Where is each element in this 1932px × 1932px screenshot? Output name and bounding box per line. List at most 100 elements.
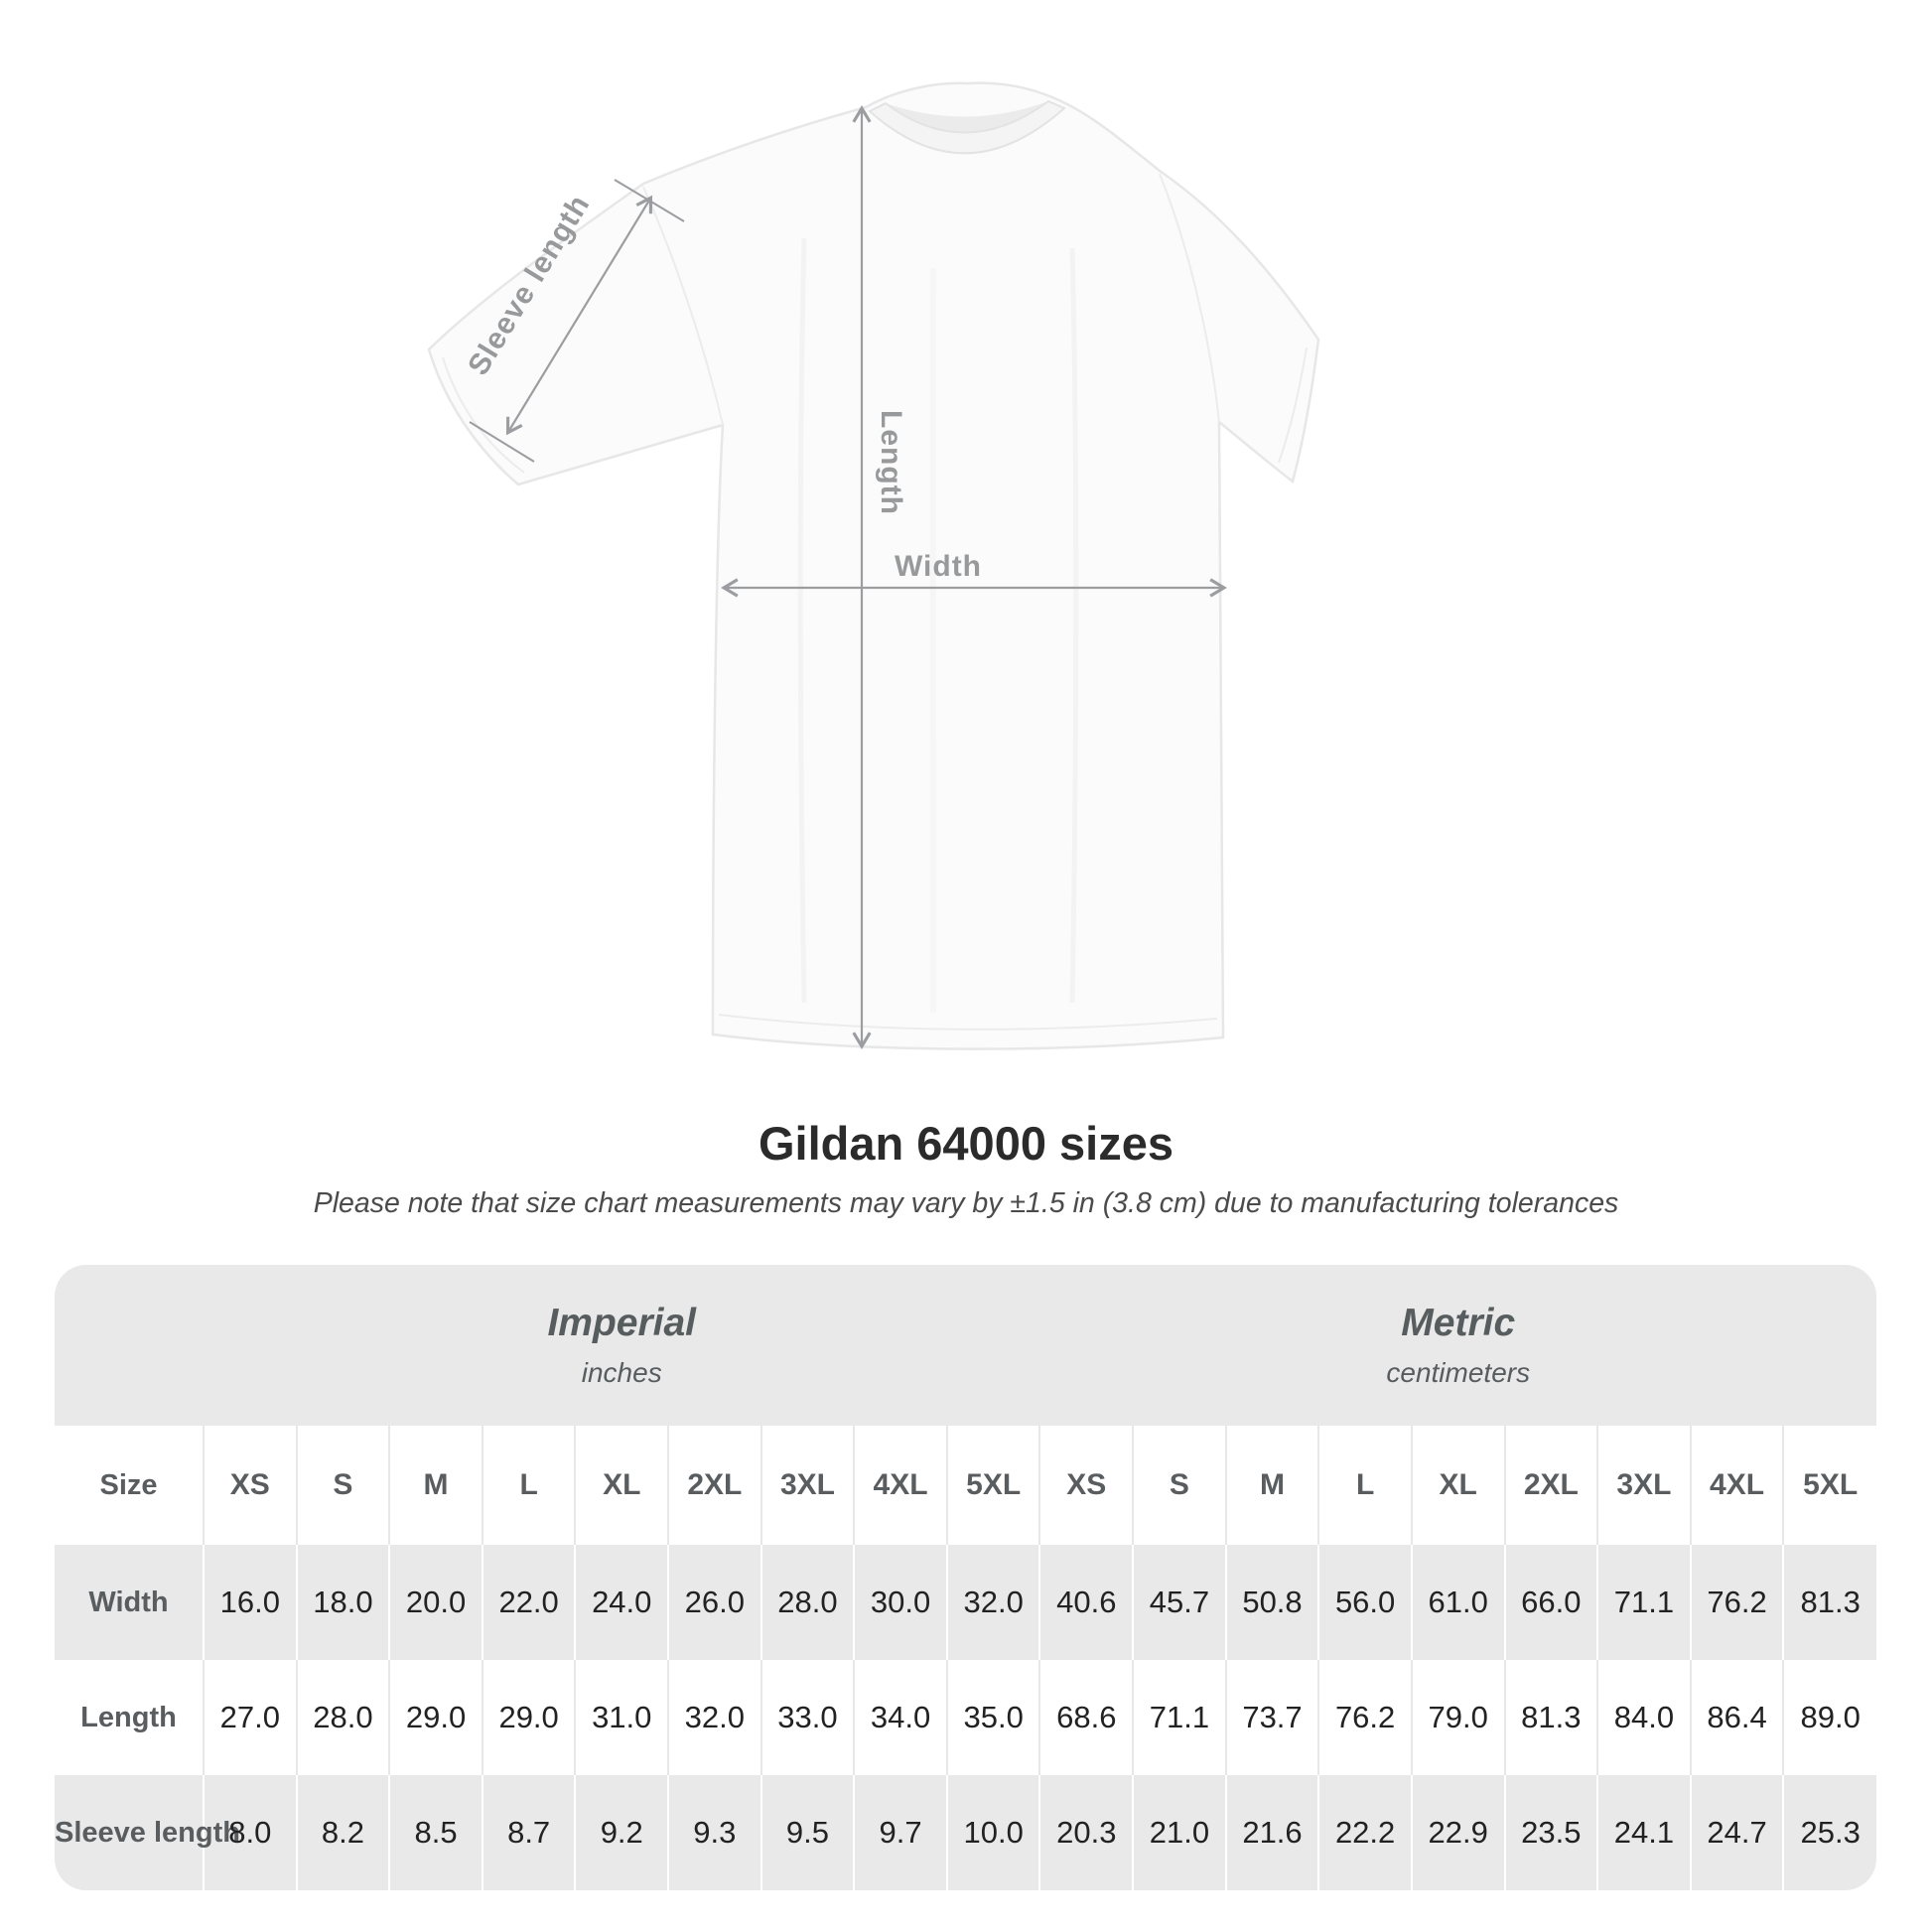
tshirt-fold-shading bbox=[797, 237, 1079, 1014]
imperial-group-header: Imperial inches bbox=[204, 1265, 1040, 1426]
size-column-header: M bbox=[1224, 1426, 1319, 1545]
imperial-unit: inches bbox=[581, 1357, 662, 1388]
width-dimension: Width bbox=[721, 550, 1227, 598]
group-row-corner bbox=[55, 1265, 204, 1426]
measurement-cell: 24.1 bbox=[1596, 1775, 1691, 1890]
measurement-cell: 29.0 bbox=[481, 1660, 576, 1775]
length-dimension: Length bbox=[852, 105, 907, 1049]
measurement-cell: 86.4 bbox=[1689, 1660, 1784, 1775]
measurement-cell: 9.3 bbox=[667, 1775, 761, 1890]
measurement-cell: 32.0 bbox=[667, 1660, 761, 1775]
measurement-cell: 21.6 bbox=[1224, 1775, 1319, 1890]
measurement-cell: 20.0 bbox=[388, 1545, 483, 1660]
measurement-cell: 71.1 bbox=[1596, 1545, 1691, 1660]
metric-unit: centimeters bbox=[1386, 1357, 1531, 1388]
size-column-header: XS bbox=[1038, 1426, 1134, 1545]
measurement-cell: 34.0 bbox=[853, 1660, 947, 1775]
dimension-tick bbox=[469, 421, 535, 463]
size-column-header: XL bbox=[574, 1426, 669, 1545]
measurement-cell: 8.2 bbox=[295, 1775, 390, 1890]
measurement-cell: 8.7 bbox=[481, 1775, 576, 1890]
measurement-cell: 45.7 bbox=[1132, 1545, 1226, 1660]
width-row: Width 16.0 18.0 20.0 22.0 24.0 26.0 28.0 30.0 32… bbox=[55, 1545, 1876, 1660]
measurement-cell: 68.6 bbox=[1038, 1660, 1134, 1775]
measurement-cell: 81.3 bbox=[1782, 1545, 1876, 1660]
measurement-cell: 79.0 bbox=[1410, 1660, 1505, 1775]
measurement-cell: 22.0 bbox=[481, 1545, 576, 1660]
measurement-cell: 9.2 bbox=[574, 1775, 669, 1890]
unit-group-row: Imperial inches Metric centimeters bbox=[55, 1265, 1876, 1426]
measurement-cell: 32.0 bbox=[945, 1545, 1040, 1660]
size-column-header: XL bbox=[1410, 1426, 1505, 1545]
measurement-cell: 33.0 bbox=[759, 1660, 855, 1775]
sleeve-length-arrow bbox=[505, 195, 653, 436]
measurement-cell: 35.0 bbox=[945, 1660, 1040, 1775]
size-column-header: S bbox=[1132, 1426, 1226, 1545]
size-column-header: XS bbox=[203, 1426, 297, 1545]
measurement-cell: 25.3 bbox=[1782, 1775, 1876, 1890]
tshirt-size-diagram: Sleeve length Length Width bbox=[427, 81, 1320, 1050]
row-label: Width bbox=[55, 1545, 204, 1660]
measurement-cell: 22.2 bbox=[1317, 1775, 1412, 1890]
measurement-cell: 76.2 bbox=[1317, 1660, 1412, 1775]
size-column-header: M bbox=[388, 1426, 483, 1545]
measurement-cell: 61.0 bbox=[1410, 1545, 1505, 1660]
measurement-cell: 8.5 bbox=[388, 1775, 483, 1890]
size-column-header: 3XL bbox=[1596, 1426, 1691, 1545]
measurement-cell: 16.0 bbox=[203, 1545, 297, 1660]
tshirt-seams bbox=[442, 173, 1308, 1031]
size-column-header: 4XL bbox=[1689, 1426, 1784, 1545]
measurement-cell: 56.0 bbox=[1317, 1545, 1412, 1660]
width-label: Width bbox=[895, 550, 982, 583]
size-column-header: L bbox=[481, 1426, 576, 1545]
size-column-header: 4XL bbox=[853, 1426, 947, 1545]
measurement-cell: 21.0 bbox=[1132, 1775, 1226, 1890]
measurement-cell: 71.1 bbox=[1132, 1660, 1226, 1775]
measurement-cell: 18.0 bbox=[295, 1545, 390, 1660]
measurement-cell: 24.7 bbox=[1689, 1775, 1784, 1890]
measurement-cell: 30.0 bbox=[853, 1545, 947, 1660]
measurement-cell: 26.0 bbox=[667, 1545, 761, 1660]
length-row: Length 27.0 28.0 29.0 29.0 31.0 32.0 33.0 34.0 3… bbox=[55, 1660, 1876, 1775]
size-column-header: 2XL bbox=[1503, 1426, 1598, 1545]
measurement-cell: 66.0 bbox=[1503, 1545, 1598, 1660]
measurement-cell: 8.0 bbox=[203, 1775, 297, 1890]
size-column-header: L bbox=[1317, 1426, 1412, 1545]
measurement-cell: 73.7 bbox=[1224, 1660, 1319, 1775]
measurement-cell: 84.0 bbox=[1596, 1660, 1691, 1775]
size-column-header: S bbox=[295, 1426, 390, 1545]
row-label: Length bbox=[55, 1660, 204, 1775]
measurement-cell: 22.9 bbox=[1410, 1775, 1505, 1890]
page-title: Gildan 64000 sizes bbox=[758, 1117, 1174, 1170]
length-label: Length bbox=[875, 410, 907, 515]
imperial-label: Imperial bbox=[547, 1302, 697, 1344]
metric-label: Metric bbox=[1401, 1302, 1516, 1344]
measurement-cell: 29.0 bbox=[388, 1660, 483, 1775]
measurement-cell: 10.0 bbox=[945, 1775, 1040, 1890]
size-column-header: 3XL bbox=[759, 1426, 855, 1545]
size-column-header: 5XL bbox=[1782, 1426, 1876, 1545]
measurement-cell: 89.0 bbox=[1782, 1660, 1876, 1775]
row-label: Sleeve length bbox=[55, 1775, 240, 1890]
size-corner-label: Size bbox=[55, 1426, 204, 1545]
size-table: Imperial inches Metric centimeters Size … bbox=[55, 1265, 1876, 1890]
sleeve-length-row: Sleeve length 8.0 8.2 8.5 8.7 9.2 9.3 9.5 9.7 10… bbox=[55, 1775, 1876, 1890]
size-header-row: Size XS S M L XL 2XL 3XL 4XL 5XL XS S M L XL 2XL 3XL 4XL… bbox=[55, 1426, 1876, 1545]
tolerance-note: Please note that size chart measurements… bbox=[313, 1187, 1619, 1219]
size-table-card: Imperial inches Metric centimeters Size … bbox=[55, 1265, 1876, 1890]
size-column-header: 5XL bbox=[945, 1426, 1040, 1545]
measurement-cell: 9.7 bbox=[853, 1775, 947, 1890]
measurement-cell: 81.3 bbox=[1503, 1660, 1598, 1775]
measurement-cell: 50.8 bbox=[1224, 1545, 1319, 1660]
measurement-cell: 20.3 bbox=[1038, 1775, 1134, 1890]
size-column-header: 2XL bbox=[667, 1426, 761, 1545]
measurement-cell: 27.0 bbox=[203, 1660, 297, 1775]
tshirt-collar bbox=[868, 99, 1066, 155]
measurement-cell: 24.0 bbox=[574, 1545, 669, 1660]
measurement-cell: 40.6 bbox=[1038, 1545, 1134, 1660]
measurement-cell: 28.0 bbox=[759, 1545, 855, 1660]
metric-group-header: Metric centimeters bbox=[1039, 1265, 1876, 1426]
measurement-cell: 76.2 bbox=[1689, 1545, 1784, 1660]
measurement-cell: 31.0 bbox=[574, 1660, 669, 1775]
